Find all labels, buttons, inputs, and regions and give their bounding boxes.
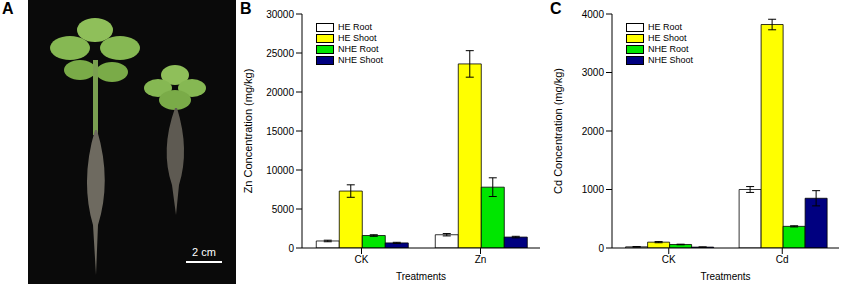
svg-text:Cd Concentration (mg/kg): Cd Concentration (mg/kg) [552,68,564,194]
html-text:HE Root: HE Root [648,22,682,32]
svg-text:Cd: Cd [776,254,789,265]
svg-text:25000: 25000 [266,48,294,59]
html-text:A: A [2,0,14,17]
svg-text:1000: 1000 [582,184,605,195]
svg-text:5000: 5000 [272,204,295,215]
svg-text:Zn Concentration (mg/kg): Zn Concentration (mg/kg) [242,69,254,194]
svg-text:CK: CK [355,254,369,265]
svg-text:CK: CK [662,254,676,265]
svg-text:2 cm: 2 cm [192,246,216,258]
html-text:HE Shoot: HE Shoot [648,33,687,43]
svg-text:Treatments: Treatments [700,271,750,282]
html-text:NHE Root: NHE Root [648,44,689,54]
svg-text:Zn: Zn [475,254,487,265]
html-text:NHE Shoot: NHE Shoot [338,55,383,65]
html-text:B: B [240,0,252,17]
html-text:HE Root: HE Root [338,22,372,32]
svg-text:0: 0 [288,243,294,254]
svg-text:15000: 15000 [266,126,294,137]
svg-text:20000: 20000 [266,87,294,98]
html-text:NHE Shoot: NHE Shoot [648,55,693,65]
html-text:C: C [550,0,562,17]
html-text:NHE Root: NHE Root [338,44,379,54]
svg-text:30000: 30000 [266,9,294,20]
svg-text:Treatments: Treatments [396,271,446,282]
svg-text:10000: 10000 [266,165,294,176]
svg-text:2000: 2000 [582,126,605,137]
svg-text:4000: 4000 [582,9,605,20]
html-text:HE Shoot: HE Shoot [338,33,377,43]
svg-text:0: 0 [598,243,604,254]
svg-text:3000: 3000 [582,67,605,78]
